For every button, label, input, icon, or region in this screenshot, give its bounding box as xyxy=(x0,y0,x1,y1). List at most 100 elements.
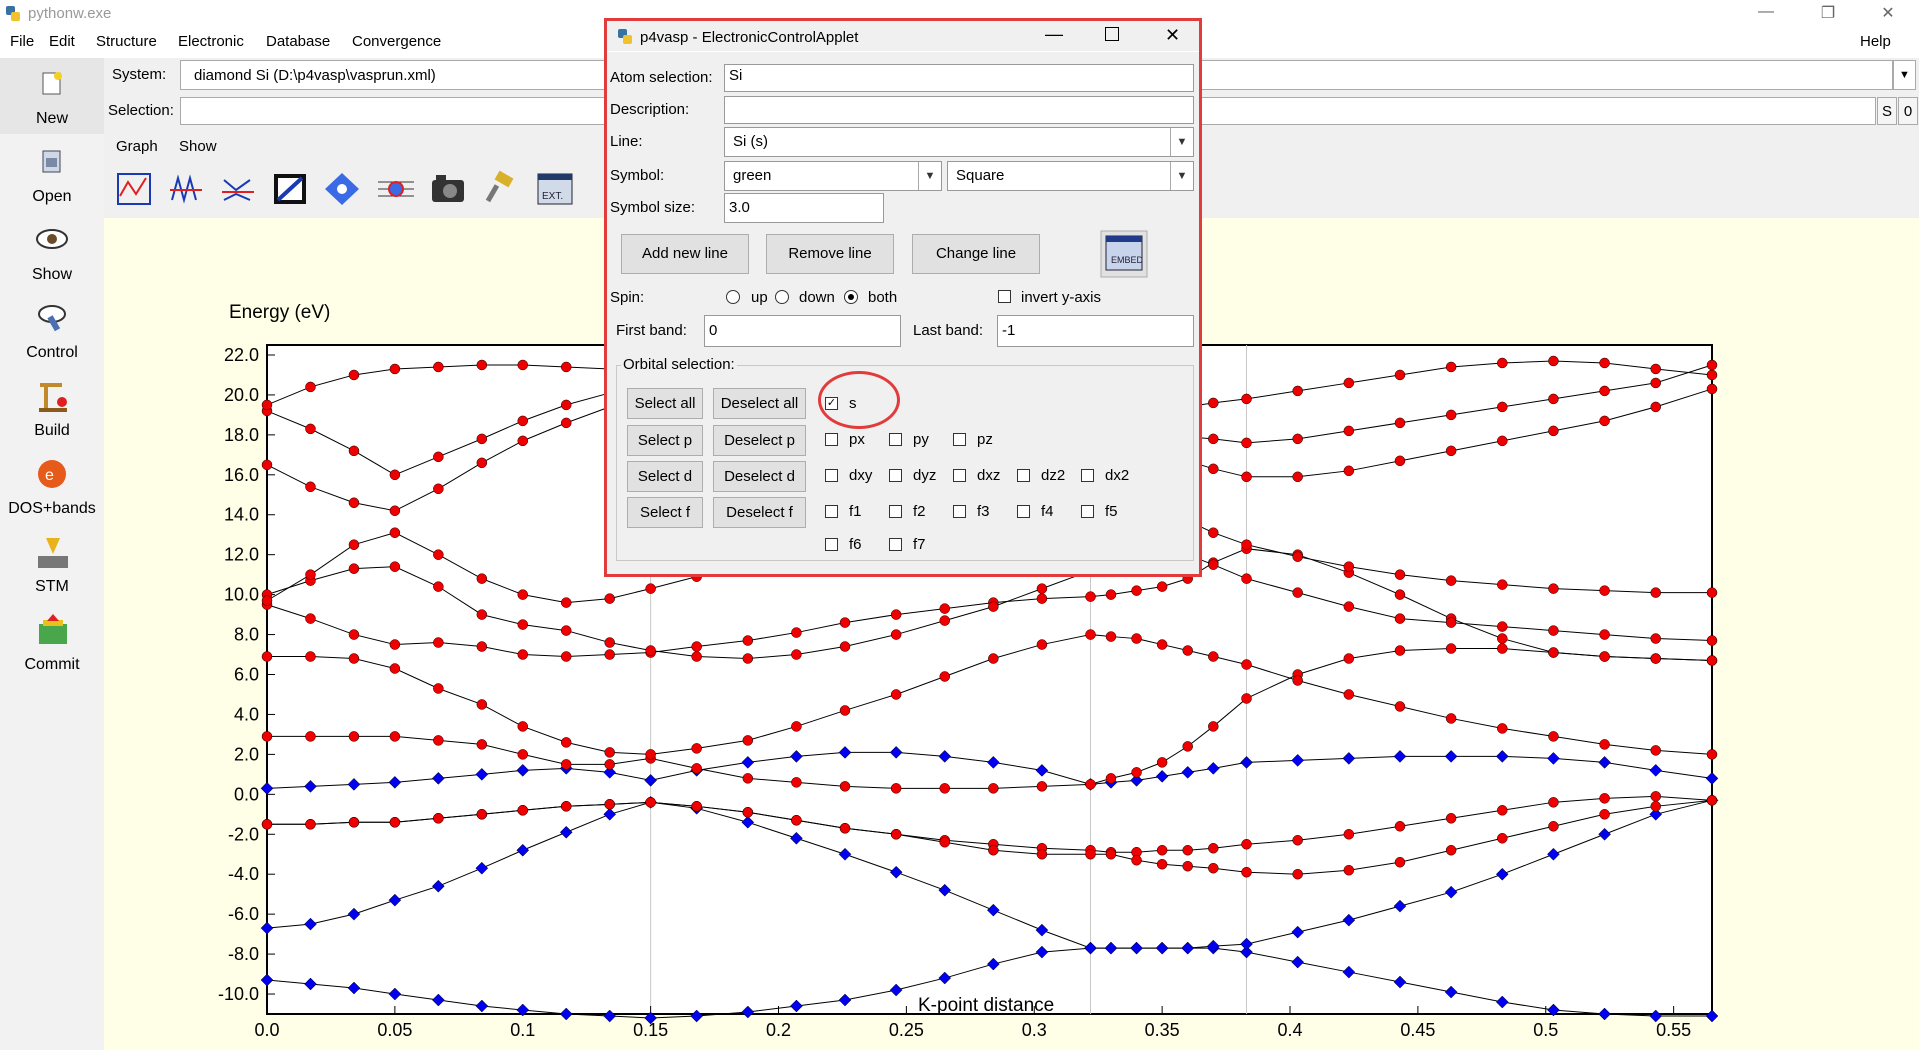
minimize-button[interactable]: — xyxy=(1758,3,1774,20)
spin-both-radio[interactable] xyxy=(844,290,858,304)
dialog-close-button[interactable]: ✕ xyxy=(1165,25,1181,45)
deselect-all-button[interactable]: Deselect all xyxy=(713,388,806,419)
sidebar-dos-bands[interactable]: e DOS+bands xyxy=(0,448,104,524)
dialog-maximize-button[interactable] xyxy=(1105,27,1119,41)
line-combobox[interactable]: Si (s) xyxy=(724,127,1194,157)
band-point xyxy=(939,783,950,794)
spin-up-radio[interactable] xyxy=(726,290,740,304)
camera-icon[interactable] xyxy=(428,170,468,206)
band-point xyxy=(1208,651,1219,662)
band-point xyxy=(1547,847,1560,861)
remove-line-button[interactable]: Remove line xyxy=(766,234,894,274)
menu-help[interactable]: Help xyxy=(1860,33,1891,50)
select-d-button[interactable]: Select d xyxy=(627,461,703,492)
sidebar-open[interactable]: Open xyxy=(0,136,104,212)
graph-shift-icon[interactable] xyxy=(220,172,256,206)
x-tick-label: 0.05 xyxy=(377,1020,412,1040)
y-tick-label: 18.0 xyxy=(224,425,259,445)
orbital-dyz-checkbox[interactable] xyxy=(889,469,902,482)
orbital-f1-checkbox[interactable] xyxy=(825,505,838,518)
line-dropdown-arrow[interactable]: ▼ xyxy=(1170,128,1193,156)
band-point xyxy=(988,844,999,856)
band-point xyxy=(838,746,852,759)
selection-label: Selection: xyxy=(108,102,174,119)
band-point xyxy=(347,907,361,921)
symbol-color-dropdown-arrow[interactable]: ▼ xyxy=(918,162,941,190)
orbital-f6-checkbox[interactable] xyxy=(825,538,838,551)
close-button[interactable]: ✕ xyxy=(1881,5,1895,22)
select-p-button[interactable]: Select p xyxy=(627,425,703,456)
orbital-py-checkbox[interactable] xyxy=(889,433,902,446)
band-point xyxy=(1156,757,1168,768)
spin-down-radio[interactable] xyxy=(775,290,789,304)
orbital-f3-checkbox[interactable] xyxy=(953,505,966,518)
atom-selection-input[interactable]: Si xyxy=(724,64,1194,92)
graph-menu[interactable]: Graph xyxy=(116,138,158,155)
select-f-button[interactable]: Select f xyxy=(627,497,703,528)
sidebar-build[interactable]: Build xyxy=(0,370,104,446)
graph-crop-icon[interactable] xyxy=(272,172,308,206)
deselect-p-button[interactable]: Deselect p xyxy=(713,425,806,456)
select-all-button[interactable]: Select all xyxy=(627,388,703,419)
band-point xyxy=(1036,848,1048,860)
band-point xyxy=(1444,885,1458,899)
pin-icon[interactable] xyxy=(482,170,518,206)
orbital-dz2-checkbox[interactable] xyxy=(1017,469,1030,482)
symbol-shape-dropdown-arrow[interactable]: ▼ xyxy=(1170,162,1193,190)
system-dropdown-arrow[interactable]: ▼ xyxy=(1893,60,1916,90)
orbital-f7-checkbox[interactable] xyxy=(889,538,902,551)
sidebar-commit[interactable]: Commit xyxy=(0,604,104,680)
band-point xyxy=(1240,756,1253,769)
orbital-px-checkbox[interactable] xyxy=(825,433,838,446)
dialog-minimize-button[interactable]: — xyxy=(1045,24,1063,44)
show-menu[interactable]: Show xyxy=(179,138,217,155)
sidebar-stm[interactable]: STM xyxy=(0,526,104,602)
change-line-button[interactable]: Change line xyxy=(912,234,1040,274)
restore-button[interactable]: ❐ xyxy=(1820,5,1836,22)
menu-file[interactable]: File xyxy=(10,33,35,50)
menu-database[interactable]: Database xyxy=(266,33,331,50)
orbital-selection-frame xyxy=(616,365,1194,561)
band-point xyxy=(517,435,529,447)
graph-select-icon[interactable] xyxy=(376,172,416,206)
sidebar-label: Show xyxy=(31,266,73,283)
add-new-line-button[interactable]: Add new line xyxy=(621,234,749,274)
symbol-shape-combobox[interactable]: Square xyxy=(947,161,1194,191)
orbital-f4-checkbox[interactable] xyxy=(1017,505,1030,518)
graph-move-icon[interactable] xyxy=(324,172,360,206)
orbital-pz-checkbox[interactable] xyxy=(953,433,966,446)
menu-convergence[interactable]: Convergence xyxy=(352,33,442,50)
sidebar-show[interactable]: Show xyxy=(0,214,104,290)
symbol-size-input[interactable]: 3.0 xyxy=(724,193,884,223)
menu-edit[interactable]: Edit xyxy=(49,33,75,50)
description-input[interactable] xyxy=(724,96,1194,124)
symbol-color-combobox[interactable]: green xyxy=(724,161,942,191)
invert-y-axis-checkbox[interactable] xyxy=(998,290,1011,303)
embed-icon[interactable]: EMBED xyxy=(1100,230,1148,278)
sidebar-control[interactable]: Control xyxy=(0,292,104,368)
s-button[interactable]: S xyxy=(1877,97,1897,125)
orbital-f5-checkbox[interactable] xyxy=(1081,505,1094,518)
first-band-input[interactable]: 0 xyxy=(704,315,901,347)
orbital-dxz-checkbox[interactable] xyxy=(953,469,966,482)
band-point xyxy=(1182,860,1193,872)
y-tick-label: 22.0 xyxy=(224,345,259,365)
menu-electronic[interactable]: Electronic xyxy=(178,33,244,50)
orbital-f2-checkbox[interactable] xyxy=(889,505,902,518)
orbital-dxy-checkbox[interactable] xyxy=(825,469,838,482)
invert-y-axis-label: invert y-axis xyxy=(1021,289,1102,306)
deselect-f-button[interactable]: Deselect f xyxy=(713,497,806,528)
zero-button[interactable]: 0 xyxy=(1898,97,1918,125)
band-point xyxy=(1547,1003,1560,1017)
band-point xyxy=(1240,937,1253,951)
band-point xyxy=(1706,795,1718,806)
graph-lines-icon[interactable] xyxy=(168,172,204,206)
orbital-dx2-checkbox[interactable] xyxy=(1081,469,1094,482)
deselect-d-button[interactable]: Deselect d xyxy=(713,461,806,492)
menu-structure[interactable]: Structure xyxy=(96,33,157,50)
export-icon[interactable]: EXT. xyxy=(536,172,574,206)
spin-both-label: both xyxy=(868,289,898,306)
sidebar-new[interactable]: New xyxy=(0,58,104,134)
last-band-input[interactable]: -1 xyxy=(997,315,1194,347)
graph-zoom-icon[interactable] xyxy=(116,172,152,206)
